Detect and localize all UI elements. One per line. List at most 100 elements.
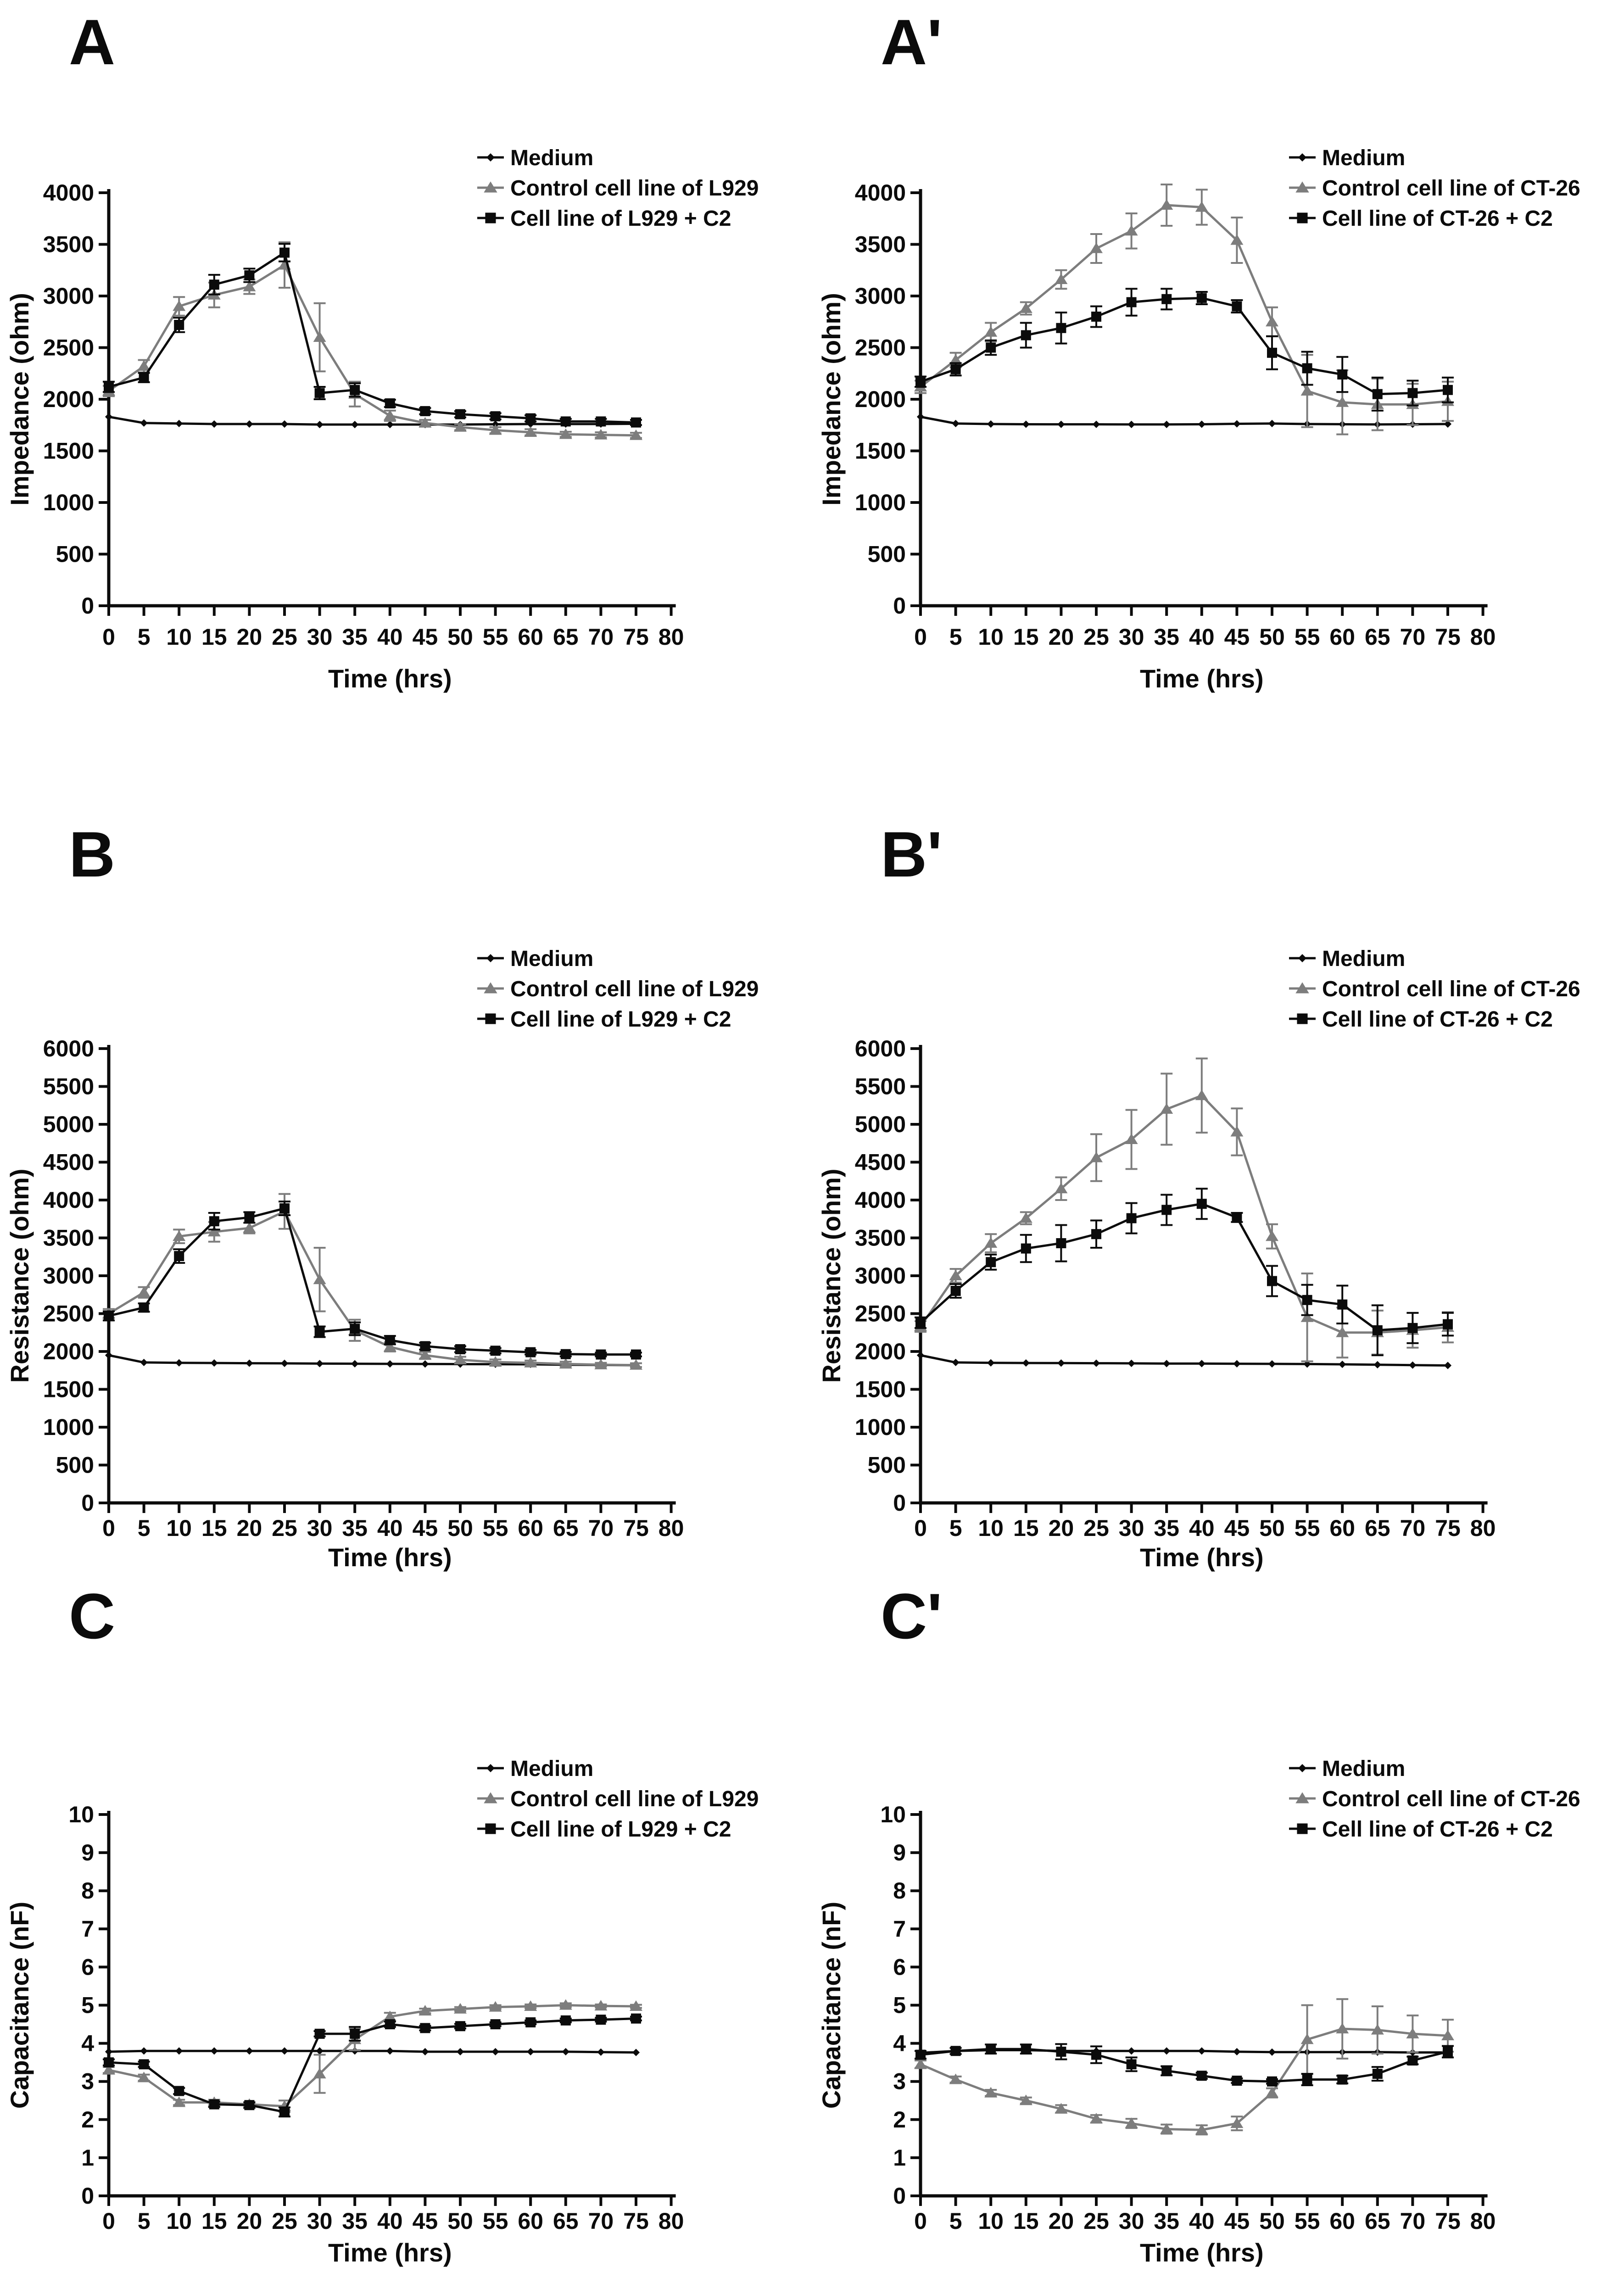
- diamond-marker: [105, 413, 113, 421]
- series-cell-line-of-l929-c2: [103, 2013, 642, 2118]
- x-tick-label: 65: [1365, 624, 1390, 650]
- x-tick-label: 45: [1224, 624, 1250, 650]
- diamond-marker: [316, 2047, 324, 2055]
- square-marker: [209, 2099, 219, 2110]
- y-tick-label: 6: [81, 1954, 94, 1980]
- triangle-marker: [1371, 2024, 1384, 2035]
- legend-square-marker: [1297, 1013, 1308, 1024]
- diamond-marker: [210, 2047, 218, 2055]
- square-marker: [1091, 1229, 1101, 1240]
- x-tick-label: 0: [914, 2208, 927, 2234]
- square-marker: [1372, 2069, 1383, 2079]
- diamond-marker: [1444, 420, 1452, 428]
- x-tick-label: 20: [1049, 1515, 1074, 1541]
- y-tick-label: 500: [868, 1452, 906, 1478]
- diamond-marker: [280, 2047, 289, 2055]
- square-marker: [104, 2057, 114, 2068]
- square-marker: [174, 320, 184, 330]
- diamond-marker: [916, 413, 925, 421]
- legend: Medium Control cell line of L929 Cell line…: [477, 947, 759, 1032]
- x-tick-label: 65: [553, 2208, 579, 2234]
- square-marker: [631, 2013, 641, 2024]
- square-marker: [1196, 293, 1207, 303]
- diamond-marker: [316, 1360, 324, 1368]
- y-tick-label: 1000: [43, 1414, 94, 1440]
- series-line-cell-line-of-l929-c2: [108, 2017, 636, 2113]
- square-marker: [490, 411, 501, 422]
- panel-label: B': [881, 818, 942, 890]
- triangle-marker: [1300, 2033, 1314, 2044]
- y-tick-label: 3000: [855, 1263, 906, 1289]
- triangle-marker: [524, 2000, 537, 2011]
- square-marker: [1021, 1243, 1031, 1254]
- y-tick-label: 3500: [855, 232, 906, 257]
- triangle-marker: [419, 2004, 432, 2016]
- x-tick-label: 35: [1154, 1515, 1179, 1541]
- x-tick-label: 30: [1119, 2208, 1144, 2234]
- square-marker: [279, 1203, 290, 1214]
- triangle-marker: [1230, 234, 1244, 245]
- square-marker: [1126, 2059, 1137, 2070]
- x-tick-label: 70: [588, 1515, 614, 1541]
- triangle-marker: [137, 2071, 151, 2083]
- diamond-marker: [1268, 419, 1276, 427]
- triangle-marker: [1336, 2023, 1349, 2034]
- x-tick-label: 40: [1189, 2208, 1215, 2234]
- triangle-marker: [173, 300, 186, 311]
- y-tick-label: 4000: [43, 1187, 94, 1213]
- legend-item-medium: Medium: [1289, 947, 1405, 971]
- x-tick-label: 55: [1295, 1515, 1320, 1541]
- triangle-marker: [1160, 1103, 1173, 1114]
- x-tick-label: 60: [518, 2208, 543, 2234]
- x-tick-label: 75: [1435, 1515, 1461, 1541]
- square-marker: [279, 247, 290, 258]
- diamond-marker: [527, 2048, 535, 2055]
- square-marker: [915, 2049, 926, 2060]
- x-tick-label: 0: [914, 1515, 927, 1541]
- x-tick-label: 80: [659, 624, 684, 650]
- y-tick-label: 3000: [43, 1263, 94, 1289]
- triangle-marker: [1195, 201, 1208, 212]
- series-line-cell-line-of-ct-26-c2: [920, 1202, 1448, 1332]
- triangle-marker: [1019, 302, 1032, 313]
- legend-square-marker: [1297, 212, 1308, 223]
- diamond-marker: [1127, 1359, 1135, 1368]
- x-axis-title: Time (hrs): [1140, 2238, 1264, 2267]
- x-tick-label: 60: [1329, 1515, 1355, 1541]
- diamond-marker: [421, 2048, 429, 2055]
- x-tick-label: 15: [1013, 624, 1039, 650]
- x-tick-label: 70: [1400, 1515, 1426, 1541]
- series-control-cell-line-of-l929: [102, 241, 642, 440]
- legend-item-medium: Medium: [477, 146, 593, 170]
- legend-item-control-cell-line-of-l929: Control cell line of L929: [477, 1787, 759, 1811]
- y-tick-label: 4000: [855, 1187, 906, 1213]
- legend-item-control-cell-line-of-l929: Control cell line of L929: [477, 176, 759, 201]
- square-marker: [1337, 369, 1348, 380]
- square-marker: [1302, 1295, 1312, 1305]
- square-marker: [596, 2015, 606, 2025]
- square-marker: [209, 1216, 219, 1227]
- diamond-marker: [246, 1359, 253, 1367]
- x-tick-label: 65: [553, 624, 579, 650]
- square-marker: [986, 1257, 996, 1267]
- x-tick-label: 45: [413, 1515, 438, 1541]
- x-tick-label: 55: [1295, 624, 1320, 650]
- x-tick-label: 60: [1329, 624, 1355, 650]
- x-tick-label: 15: [201, 1515, 227, 1541]
- triangle-marker: [454, 1354, 467, 1365]
- diamond-marker: [952, 419, 960, 427]
- triangle-marker: [313, 2068, 326, 2079]
- legend-triangle-marker: [1295, 982, 1309, 994]
- x-axis-title: Time (hrs): [328, 664, 452, 693]
- triangle-marker: [419, 417, 432, 428]
- y-axis-title: Impedance (ohm): [817, 293, 846, 506]
- y-tick-label: 1500: [43, 438, 94, 464]
- square-marker: [1232, 2076, 1242, 2086]
- y-tick-label: 6000: [43, 1036, 94, 1061]
- x-axis-title: Time (hrs): [328, 2238, 452, 2267]
- triangle-marker: [243, 280, 256, 291]
- x-tick-label: 35: [342, 624, 368, 650]
- square-marker: [314, 2028, 325, 2039]
- y-axis-title: Resistance (ohm): [817, 1169, 846, 1383]
